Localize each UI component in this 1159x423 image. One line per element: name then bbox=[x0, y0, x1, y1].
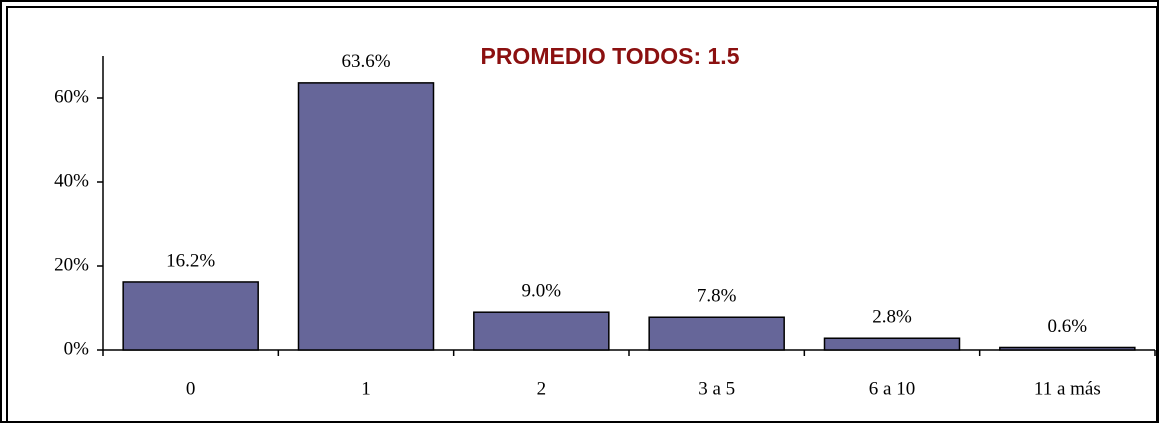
value-label: 16.2% bbox=[166, 250, 215, 271]
x-tick-label: 1 bbox=[361, 378, 371, 399]
y-tick-label: 60% bbox=[54, 86, 89, 107]
x-tick-label: 6 a 10 bbox=[869, 378, 915, 399]
value-label: 2.8% bbox=[872, 307, 912, 328]
value-label: 9.0% bbox=[522, 281, 562, 302]
value-label: 63.6% bbox=[341, 51, 390, 72]
x-tick-label: 2 bbox=[537, 378, 547, 399]
y-tick-label: 40% bbox=[54, 170, 89, 191]
x-tick-label: 3 a 5 bbox=[698, 378, 735, 399]
bar bbox=[473, 311, 610, 351]
x-tick-label: 0 bbox=[186, 378, 196, 399]
annotation: PROMEDIO TODOS: 1.5 bbox=[480, 43, 739, 69]
y-tick-label: 0% bbox=[64, 338, 90, 359]
bar bbox=[999, 346, 1136, 351]
y-tick-label: 20% bbox=[54, 254, 89, 275]
value-label: 7.8% bbox=[697, 286, 737, 307]
x-tick-label: 11 a más bbox=[1034, 378, 1101, 399]
value-label: 0.6% bbox=[1048, 316, 1088, 337]
inner-frame bbox=[6, 6, 1158, 423]
bar bbox=[648, 316, 785, 351]
bar bbox=[823, 337, 961, 351]
bar bbox=[297, 82, 435, 351]
bar bbox=[122, 281, 259, 351]
